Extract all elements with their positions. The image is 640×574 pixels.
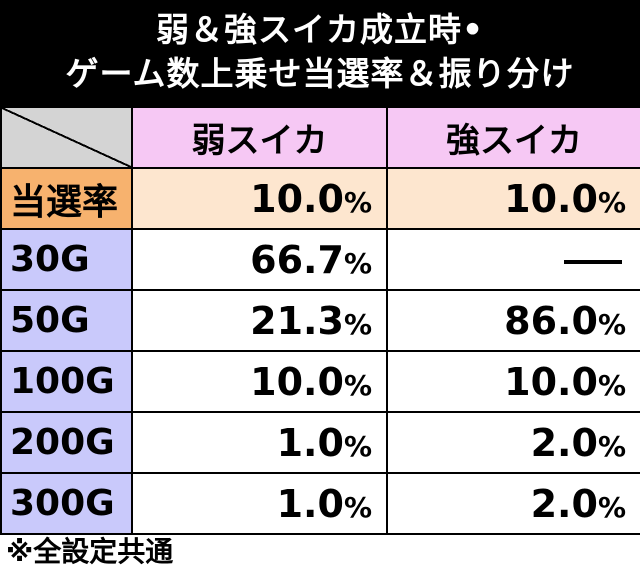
row-header-300g: 300G — [0, 472, 133, 535]
percent-sign: % — [343, 185, 372, 219]
percent-sign: % — [343, 307, 372, 341]
row-header-200g: 200G — [0, 411, 133, 474]
value-cell: 1.0% — [131, 472, 388, 535]
row-header-win-rate: 当選率 — [0, 167, 133, 230]
value-cell: 66.7% — [131, 228, 388, 291]
value-number: 1.0 — [276, 481, 344, 526]
row-header-100g: 100G — [0, 350, 133, 413]
percent-sign: % — [597, 368, 626, 402]
table-header-row: 弱スイカ 強スイカ — [0, 106, 640, 169]
value-number: 21.3 — [250, 298, 344, 343]
value-number: 2.0 — [530, 481, 598, 526]
percent-sign: % — [597, 185, 626, 219]
value-number: 10.0 — [504, 359, 598, 404]
percent-sign: % — [343, 246, 372, 280]
value-number: 1.0 — [276, 420, 344, 465]
table-row-200g: 200G 1.0% 2.0% — [0, 411, 640, 474]
value-cell: 10.0% — [386, 167, 640, 230]
value-number: 86.0 — [504, 298, 598, 343]
percent-sign: % — [343, 490, 372, 524]
row-header-30g: 30G — [0, 228, 133, 291]
value-cell: 2.0% — [386, 411, 640, 474]
footnote: ※全設定共通 — [6, 535, 174, 568]
value-number: 10.0 — [504, 176, 598, 221]
dash-icon — [564, 260, 622, 264]
value-cell: 86.0% — [386, 289, 640, 352]
value-number: 66.7 — [250, 237, 344, 282]
value-cell: 10.0% — [131, 350, 388, 413]
table-corner-cell — [0, 106, 133, 169]
percent-sign: % — [597, 429, 626, 463]
table-row-300g: 300G 1.0% 2.0% — [0, 472, 640, 535]
table-row-win-rate: 当選率 10.0% 10.0% — [0, 167, 640, 230]
title-line-2: ゲーム数上乗せ当選率＆振り分け — [65, 54, 575, 93]
value-cell: 1.0% — [131, 411, 388, 474]
percent-sign: % — [597, 490, 626, 524]
table-row-50g: 50G 21.3% 86.0% — [0, 289, 640, 352]
column-header-weak-suika: 弱スイカ — [131, 106, 388, 169]
title-line-1: 弱＆強スイカ成立時• — [155, 10, 485, 49]
table-row-30g: 30G 66.7% — [0, 228, 640, 291]
page-title: 弱＆強スイカ成立時• ゲーム数上乗せ当選率＆振り分け — [0, 0, 640, 106]
column-header-strong-suika: 強スイカ — [386, 106, 640, 169]
value-number: 10.0 — [250, 359, 344, 404]
probability-table: 弱スイカ 強スイカ 当選率 10.0% 10.0% 30G 66.7% 50G … — [0, 106, 640, 535]
value-cell: 10.0% — [386, 350, 640, 413]
percent-sign: % — [597, 307, 626, 341]
row-header-50g: 50G — [0, 289, 133, 352]
value-cell: 21.3% — [131, 289, 388, 352]
percent-sign: % — [343, 429, 372, 463]
value-number: 2.0 — [530, 420, 598, 465]
percent-sign: % — [343, 368, 372, 402]
value-number: 10.0 — [250, 176, 344, 221]
table-row-100g: 100G 10.0% 10.0% — [0, 350, 640, 413]
value-cell: 10.0% — [131, 167, 388, 230]
value-cell-empty — [386, 228, 640, 291]
value-cell: 2.0% — [386, 472, 640, 535]
